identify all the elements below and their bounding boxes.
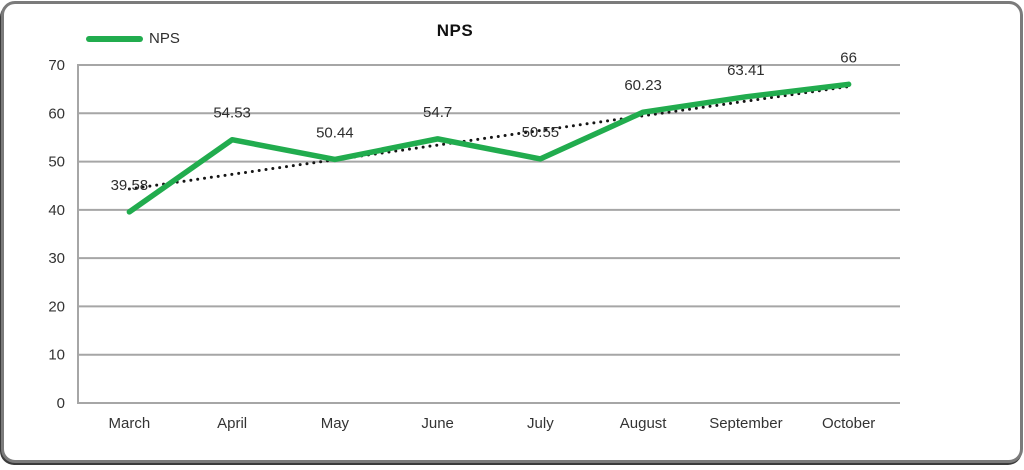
- x-axis-label-march: March: [109, 415, 151, 432]
- y-axis-tick-label: 50: [48, 154, 65, 171]
- x-axis-label-may: May: [321, 415, 350, 432]
- x-axis-label-october: October: [822, 415, 875, 432]
- x-axis-label-july: July: [527, 415, 554, 432]
- data-label-october: 66: [840, 49, 857, 66]
- trendline-dotted: [127, 85, 851, 191]
- legend: NPS: [86, 31, 180, 46]
- nps-series-line: [126, 81, 852, 215]
- y-axis-tick-label: 70: [48, 57, 65, 74]
- y-axis-tick-label: 20: [48, 298, 65, 315]
- data-label-july: 50.55: [522, 124, 560, 141]
- x-axis-label-june: June: [421, 415, 454, 432]
- legend-line-swatch: [86, 35, 143, 42]
- nps-line-chart: 0 10 20 30 40 50 60 70 March April May June July Augu…: [48, 49, 900, 432]
- legend-label: NPS: [149, 30, 180, 47]
- data-label-april: 54.53: [213, 105, 251, 122]
- data-label-may: 50.44: [316, 124, 354, 141]
- y-axis-tick-label: 10: [48, 347, 65, 364]
- y-axis-tick-label: 40: [48, 202, 65, 219]
- data-label-august: 60.23: [624, 77, 662, 94]
- data-label-march: 39.58: [111, 177, 149, 194]
- y-axis-tick-label: 30: [48, 250, 65, 267]
- x-axis-label-september: September: [709, 415, 782, 432]
- x-axis-label-april: April: [217, 415, 247, 432]
- data-label-september: 63.41: [727, 62, 765, 79]
- data-label-june: 54.7: [423, 104, 452, 121]
- x-axis-label-august: August: [620, 415, 668, 432]
- chart-title: NPS: [436, 21, 474, 40]
- y-axis-tick-label: 0: [57, 395, 65, 412]
- y-axis-tick-label: 60: [48, 105, 65, 122]
